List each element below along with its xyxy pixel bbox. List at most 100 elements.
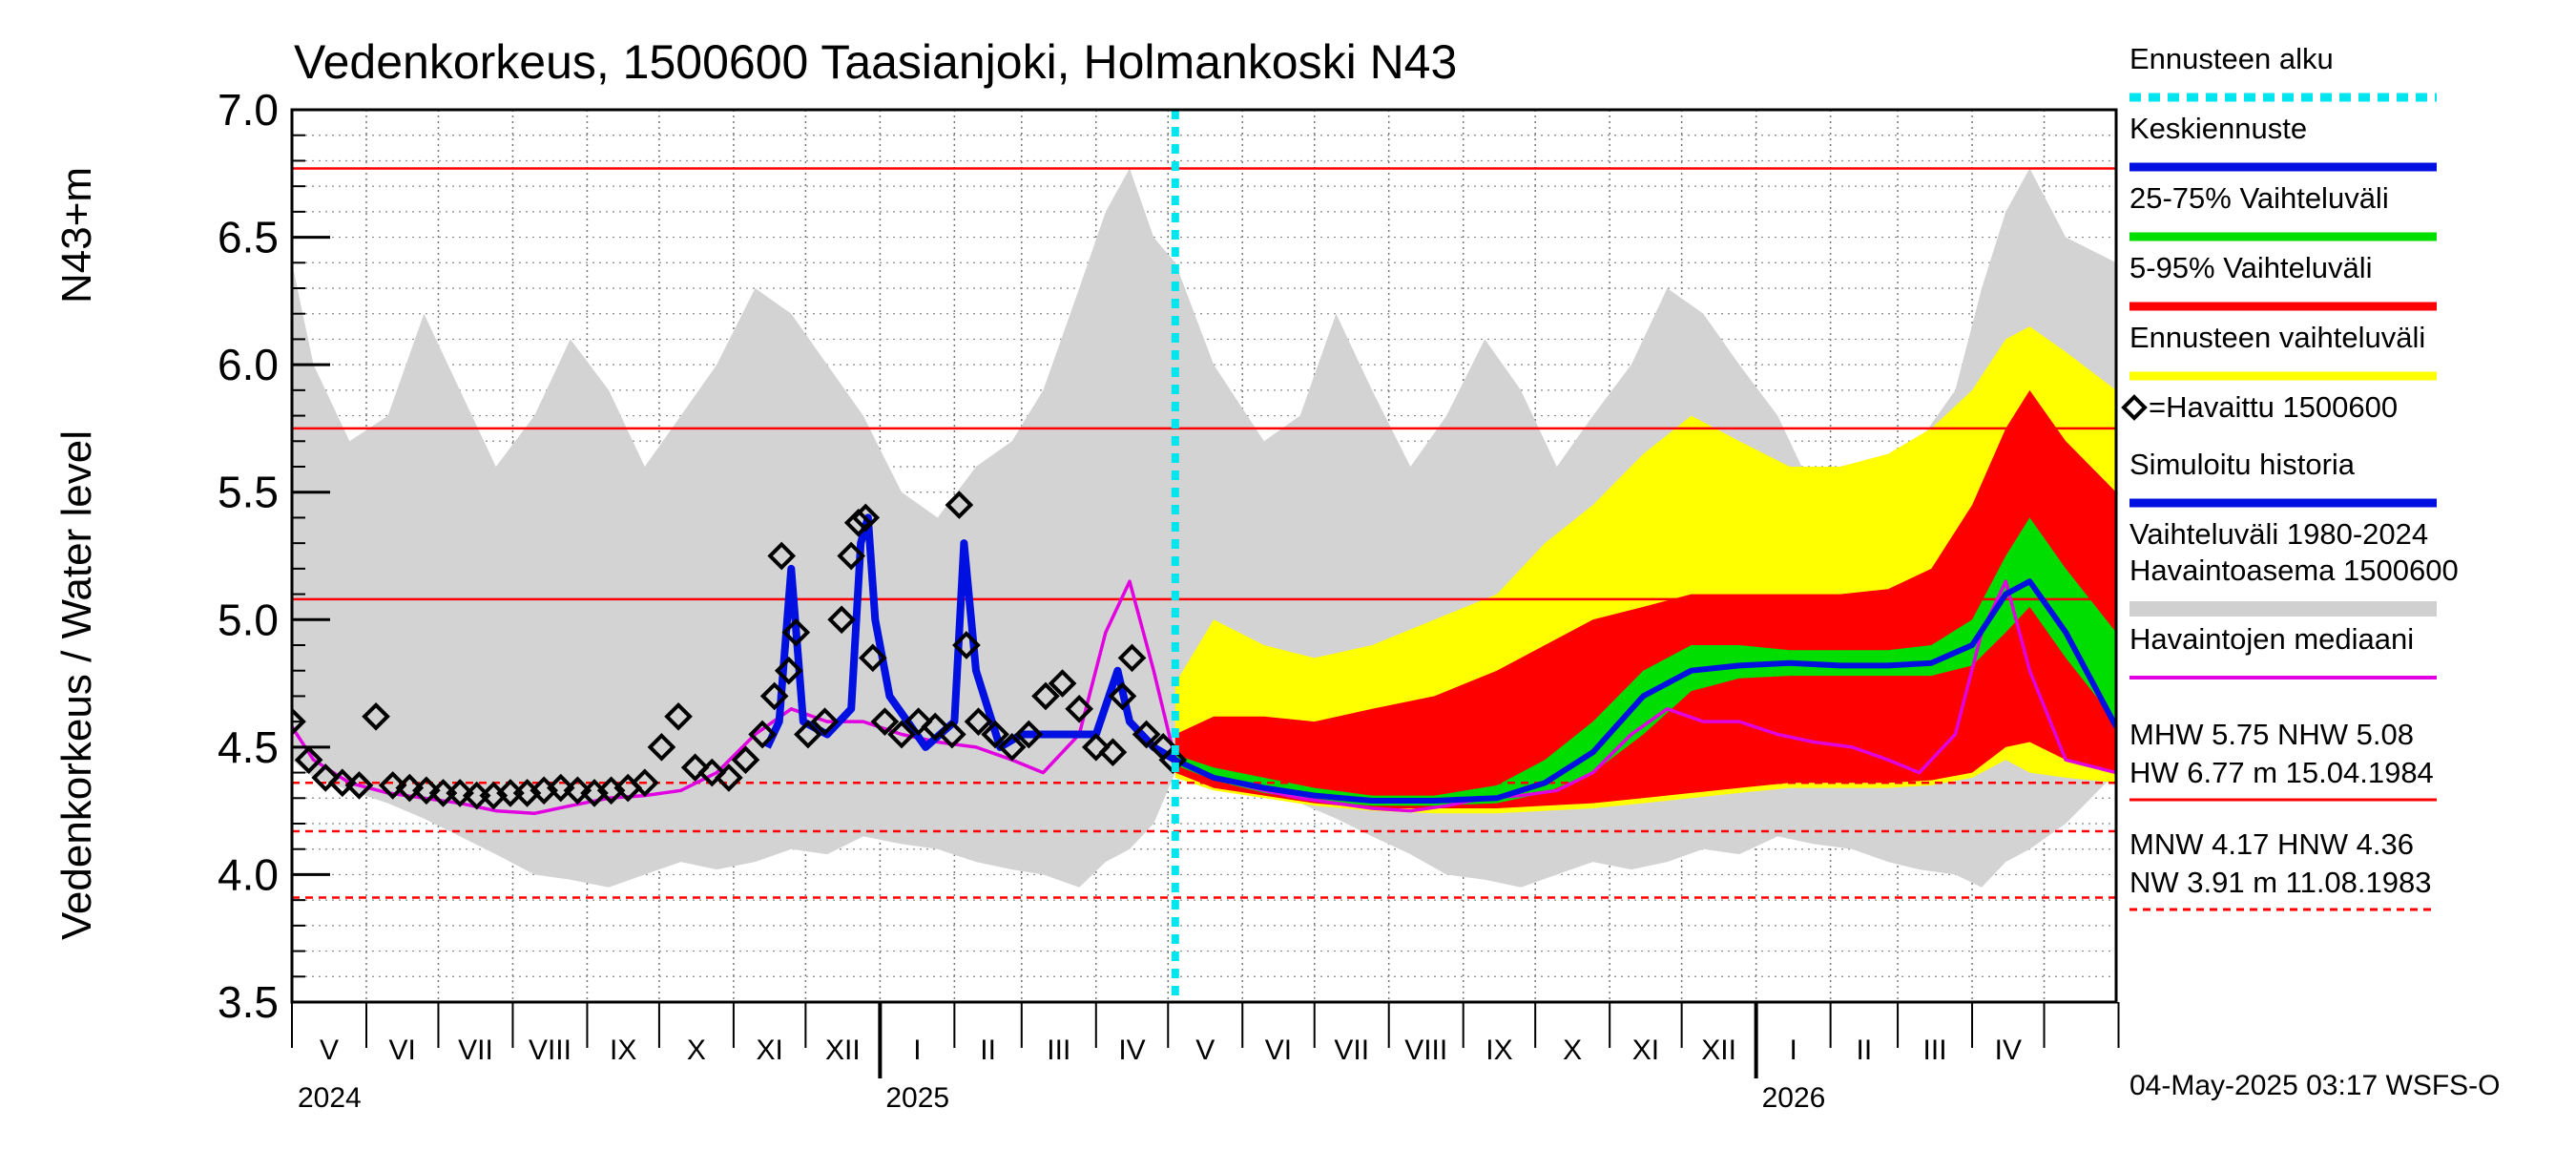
x-month-label: XI bbox=[756, 1035, 782, 1066]
x-month-label: I bbox=[913, 1035, 921, 1066]
observed-marker bbox=[328, 768, 357, 798]
observed-marker bbox=[945, 491, 974, 519]
observed-marker bbox=[759, 681, 789, 711]
observed-marker bbox=[870, 707, 900, 736]
observed-marker bbox=[997, 733, 1027, 762]
x-year-label: 2025 bbox=[885, 1082, 949, 1114]
x-month-label: X bbox=[687, 1035, 706, 1066]
x-month-label: VII bbox=[458, 1035, 493, 1066]
stats-text: NW 3.91 m 11.08.1983 bbox=[2129, 866, 2432, 899]
legend-label: Havaintoasema 1500600 bbox=[2129, 554, 2459, 587]
x-month-label: IX bbox=[1485, 1035, 1512, 1066]
observed-marker bbox=[630, 768, 659, 798]
observed-marker bbox=[1065, 694, 1094, 723]
x-month-label: X bbox=[1563, 1035, 1582, 1066]
x-month-label: XII bbox=[825, 1035, 861, 1066]
stats-text: MHW 5.75 NHW 5.08 bbox=[2129, 718, 2414, 751]
y-tick-label: 4.5 bbox=[218, 722, 279, 772]
observed-marker bbox=[1081, 733, 1111, 762]
x-month-label: XI bbox=[1632, 1035, 1659, 1066]
y-tick-label: 7.0 bbox=[218, 85, 279, 135]
legend-label: Keskiennuste bbox=[2129, 112, 2307, 145]
chart-title: Vedenkorkeus, 1500600 Taasianjoki, Holma… bbox=[294, 35, 1457, 89]
observed-marker bbox=[1031, 681, 1060, 711]
observed-marker bbox=[887, 720, 916, 749]
x-month-label: I bbox=[1789, 1035, 1797, 1066]
observed-marker bbox=[1048, 669, 1077, 698]
stats-text: MNW 4.17 HNW 4.36 bbox=[2129, 827, 2414, 861]
x-month-label: VII bbox=[1334, 1035, 1369, 1066]
observed-marker bbox=[1014, 720, 1044, 749]
stats-text: HW 6.77 m 15.04.1984 bbox=[2129, 756, 2434, 789]
observed-marker bbox=[837, 541, 866, 571]
p5-95-band bbox=[1174, 389, 2116, 808]
x-year-label: 2024 bbox=[298, 1082, 362, 1114]
x-month-label: III bbox=[1047, 1035, 1070, 1066]
observed-marker bbox=[981, 720, 1009, 749]
legend-label: Ennusteen vaihteluväli bbox=[2129, 321, 2425, 354]
x-month-label: II bbox=[980, 1035, 996, 1066]
legend-label: Vaihteluväli 1980-2024 bbox=[2129, 517, 2428, 551]
observed-marker bbox=[827, 605, 856, 635]
observed-marker bbox=[715, 763, 743, 792]
observed-marker bbox=[767, 541, 797, 571]
mean-forecast-line bbox=[1174, 578, 2116, 804]
legend-label: Simuloitu historia bbox=[2129, 448, 2356, 481]
observed-marker bbox=[858, 643, 887, 673]
observed-marker bbox=[412, 776, 441, 805]
observed-marker bbox=[938, 720, 966, 749]
observed-marker bbox=[851, 503, 881, 533]
legend-label: Ennusteen alku bbox=[2129, 42, 2334, 75]
y-axis-label: Vedenkorkeus / Water level bbox=[53, 430, 100, 940]
observed-marker bbox=[362, 701, 390, 731]
observed-marker bbox=[781, 617, 811, 647]
observed-marker bbox=[921, 712, 950, 742]
x-month-label: V bbox=[1195, 1035, 1215, 1066]
x-month-label: VI bbox=[389, 1035, 416, 1066]
footer-timestamp: 04-May-2025 03:17 WSFS-O bbox=[2129, 1070, 2501, 1101]
y-tick-label: 6.5 bbox=[218, 213, 279, 262]
observed-marker bbox=[395, 773, 425, 803]
legend-label: 25-75% Vaihteluväli bbox=[2129, 181, 2389, 215]
observed-marker bbox=[664, 701, 693, 731]
observed-marker bbox=[774, 656, 803, 685]
y-tick-label: 5.5 bbox=[218, 468, 279, 517]
observed-marker bbox=[794, 720, 822, 749]
x-month-label: II bbox=[1857, 1035, 1873, 1066]
legend: Ennusteen alku Keskiennuste 25-75% Vaihtel… bbox=[2121, 42, 2459, 911]
y-tick-label: 4.0 bbox=[218, 849, 279, 899]
observed-marker bbox=[563, 776, 592, 805]
observed-marker bbox=[292, 707, 306, 736]
legend-label: =Havaittu 1500600 bbox=[2149, 390, 2398, 424]
x-month-label: VIII bbox=[529, 1035, 571, 1066]
observed-marker bbox=[1132, 720, 1161, 749]
observed-marker bbox=[1117, 643, 1147, 673]
observed-marker bbox=[952, 631, 981, 659]
observed-marker bbox=[446, 779, 474, 807]
observed-marker bbox=[904, 707, 933, 736]
x-month-label: XII bbox=[1701, 1035, 1736, 1066]
legend-label: Havaintojen mediaani bbox=[2129, 622, 2414, 656]
x-month-label: IV bbox=[1118, 1035, 1145, 1066]
x-month-label: VIII bbox=[1404, 1035, 1447, 1066]
y-tick-label: 3.5 bbox=[218, 977, 279, 1027]
observed-marker bbox=[697, 758, 727, 787]
observed-marker bbox=[311, 763, 341, 792]
observed-marker bbox=[1098, 738, 1128, 767]
y-axis-unit: N43+m bbox=[53, 167, 100, 303]
observed-marker bbox=[680, 753, 710, 783]
observed-marker bbox=[843, 508, 873, 537]
y-tick-label: 6.0 bbox=[218, 340, 279, 389]
x-month-label: III bbox=[1923, 1035, 1947, 1066]
observed-marker bbox=[647, 733, 676, 762]
x-month-label: V bbox=[320, 1035, 339, 1066]
observed-marker bbox=[344, 771, 374, 800]
x-year-label: 2026 bbox=[1762, 1082, 1826, 1114]
y-tick-label: 5.0 bbox=[218, 595, 279, 644]
legend-marker bbox=[2121, 394, 2148, 421]
plot-frame bbox=[290, 108, 2118, 1004]
observed-marker bbox=[731, 745, 760, 775]
x-month-label: IX bbox=[610, 1035, 636, 1066]
